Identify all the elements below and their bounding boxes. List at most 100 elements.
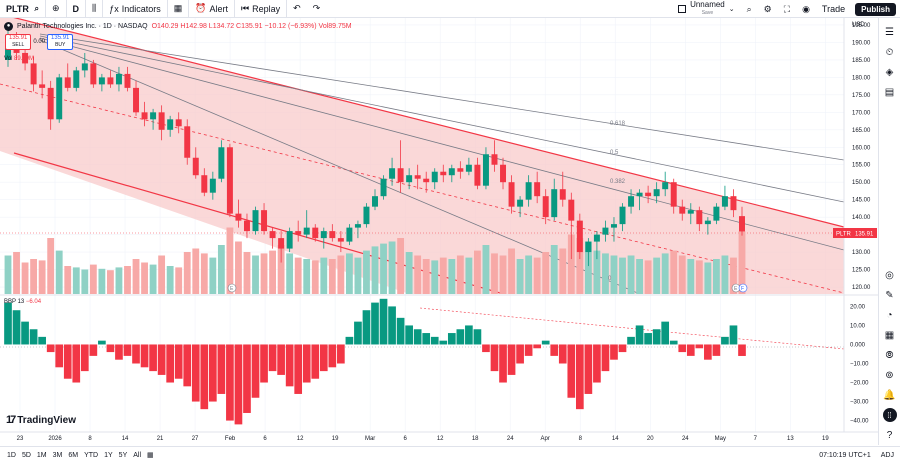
fib-line-0382[interactable] [39,37,844,251]
replay-button[interactable]: ⏮ Replay [235,0,288,18]
candle[interactable] [158,105,165,141]
candle[interactable] [133,80,140,116]
candle[interactable] [39,70,46,99]
candle[interactable] [389,157,396,186]
candle[interactable] [653,182,660,204]
candle[interactable] [346,224,353,246]
candle[interactable] [363,203,370,228]
fullscreen-button[interactable]: ⛶ [778,0,796,18]
candle[interactable] [500,157,507,190]
candle[interactable] [721,185,728,211]
volume-label[interactable]: Vol [4,56,13,62]
range-6m[interactable]: 6M [68,451,79,459]
apps-grid-icon[interactable]: ⁞⁞ [882,408,897,422]
candle[interactable] [406,168,413,190]
pie-chart-icon[interactable]: ◔ [886,309,893,321]
layers-icon[interactable]: ◈ [885,66,894,78]
chart-type-button[interactable]: ⫼ [86,0,104,18]
candle[interactable] [397,140,404,193]
candle[interactable] [252,206,259,235]
candle[interactable] [192,147,199,179]
sell-button[interactable]: 135.91 SELL [5,34,32,50]
candle[interactable] [585,238,592,267]
candle[interactable] [474,157,481,190]
candle[interactable] [278,231,285,263]
range-1m[interactable]: 1M [36,451,47,459]
candle[interactable] [517,196,524,218]
candle[interactable] [534,171,541,204]
candle[interactable] [593,231,600,260]
candle[interactable] [696,206,703,232]
range-5d[interactable]: 5D [21,451,31,459]
candle[interactable] [201,168,208,197]
compare-symbol-button[interactable]: ⊕ [46,0,67,18]
candle[interactable] [150,108,157,130]
candle[interactable] [269,227,276,249]
candle[interactable] [662,171,669,197]
range-all[interactable]: All [133,451,142,459]
earnings-marker[interactable]: E [227,283,237,293]
notification-bell-icon[interactable]: 🔔 [883,389,896,401]
range-3m[interactable]: 3M [52,451,63,459]
event-marker[interactable]: F [738,283,748,293]
candle[interactable] [73,66,80,92]
candle[interactable] [645,185,652,204]
candle[interactable] [636,189,643,211]
candle[interactable] [713,203,720,225]
candle[interactable] [354,220,361,239]
candle[interactable] [508,175,515,214]
undo-button[interactable]: ↶ [287,0,307,18]
candle[interactable] [261,203,268,235]
candle[interactable] [440,164,447,183]
candle[interactable] [457,161,464,179]
candle[interactable] [372,189,378,211]
candle[interactable] [739,206,745,236]
quick-search-button[interactable]: ⌕ [741,0,758,18]
date-range-calendar-icon[interactable]: ▦ [147,452,154,459]
publish-button[interactable]: Publish [855,2,896,16]
candle[interactable] [602,220,609,242]
candle[interactable] [465,157,472,176]
fib-line-0[interactable] [39,39,641,294]
layout-button[interactable]: Unnamed Save ⌄ [672,0,741,18]
candle[interactable] [431,168,438,190]
bbp-trend-line[interactable] [419,307,844,350]
indicators-button[interactable]: ƒx Indicators [103,0,168,18]
tradingview-logo[interactable]: 17 TradingView [6,414,76,426]
redo-button[interactable]: ↷ [307,0,327,18]
range-ytd[interactable]: YTD [84,451,99,459]
candle[interactable] [98,73,105,92]
candle[interactable] [380,175,387,200]
candle[interactable] [730,189,737,218]
target-icon[interactable]: ◎ [885,269,894,281]
candle[interactable] [491,140,498,172]
candle[interactable] [107,70,114,88]
candle[interactable] [295,220,302,242]
fib-line-0618[interactable] [39,33,844,161]
candle[interactable] [542,189,549,225]
candle[interactable] [551,178,558,221]
candle[interactable] [448,164,455,183]
help-icon[interactable]: ? [886,429,893,441]
candle[interactable] [115,66,122,92]
buy-button[interactable]: 135.91 BUY [47,34,74,50]
ideas-icon[interactable]: ✎ [885,289,894,301]
candle[interactable] [141,101,148,127]
calendar-icon[interactable]: ▦ [884,329,895,341]
candle[interactable] [559,171,566,207]
candle[interactable] [568,192,575,260]
range-1d[interactable]: 1D [7,451,16,459]
candle[interactable] [64,63,71,92]
candle[interactable] [226,143,233,218]
candle[interactable] [303,210,310,239]
candle[interactable] [329,224,336,242]
candle[interactable] [243,213,250,239]
bbp-label[interactable]: BBP 13 [4,299,25,305]
candle[interactable] [619,203,626,232]
fib-line-05[interactable] [39,35,844,203]
snapshot-button[interactable]: ◉ [796,0,816,18]
clock-time[interactable]: 07:10:19 UTC+1 [819,452,871,459]
candle[interactable] [704,217,711,235]
candle[interactable] [209,171,216,200]
candle[interactable] [525,175,532,207]
